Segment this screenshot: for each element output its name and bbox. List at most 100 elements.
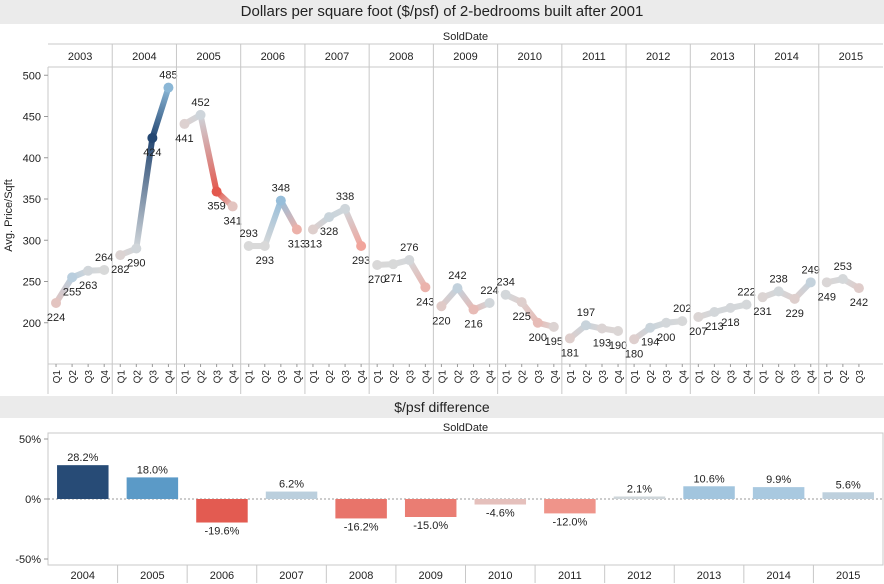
bar-category-label: 2012	[627, 570, 651, 582]
quarter-label: Q1	[373, 370, 384, 384]
data-label: 271	[384, 273, 402, 285]
quarter-label: Q2	[775, 370, 786, 384]
quarter-label: Q1	[245, 370, 256, 384]
bottom-y-tick-label: 0%	[25, 494, 41, 506]
quarter-label: Q4	[100, 370, 111, 384]
data-point	[307, 224, 318, 235]
bar-category-label: 2007	[279, 570, 303, 582]
data-label: 200	[529, 332, 547, 344]
top-y-tick-label: 350	[23, 194, 41, 206]
top-panel-year-label: 2010	[517, 51, 541, 63]
quarter-label: Q2	[518, 370, 529, 384]
quarter-label: Q4	[550, 370, 561, 384]
line-segment	[277, 197, 300, 233]
data-point	[372, 260, 383, 270]
quarter-label: Q3	[470, 370, 481, 384]
data-point	[709, 307, 720, 318]
data-label: 207	[689, 326, 707, 338]
data-point	[484, 297, 495, 308]
quarter-label: Q1	[630, 370, 641, 384]
bar-category-label: 2014	[766, 570, 790, 582]
data-label: 242	[448, 270, 466, 282]
data-point	[388, 259, 399, 270]
data-label: 359	[207, 201, 225, 213]
bar-value-label: 28.2%	[67, 452, 98, 464]
data-label: 338	[336, 191, 354, 203]
data-point	[821, 277, 832, 288]
data-label: 195	[545, 336, 563, 348]
data-point	[259, 241, 270, 252]
line-segment	[133, 134, 156, 252]
data-point	[436, 301, 447, 312]
top-panel-year-label: 2008	[389, 51, 413, 63]
data-point	[99, 264, 110, 275]
data-point	[452, 283, 463, 294]
data-label: 238	[769, 273, 787, 285]
bar-value-label: -16.2%	[344, 521, 379, 533]
data-point	[324, 212, 335, 223]
bar-category-label: 2010	[488, 570, 512, 582]
bar	[126, 477, 179, 499]
bar-value-label: 9.9%	[766, 474, 791, 486]
bottom-column-header: SoldDate	[443, 422, 488, 434]
data-label: 276	[400, 242, 418, 254]
quarter-label: Q4	[229, 370, 240, 384]
data-label: 263	[79, 280, 97, 292]
data-label: 328	[320, 226, 338, 238]
bar-value-label: 10.6%	[693, 473, 724, 485]
bar-value-label: -19.6%	[205, 526, 240, 538]
quarter-label: Q1	[52, 370, 63, 384]
line-segment	[342, 205, 365, 250]
data-point	[773, 286, 784, 297]
quarter-label: Q1	[566, 370, 577, 384]
data-point	[67, 272, 78, 283]
bar	[57, 465, 109, 499]
data-point	[115, 250, 126, 261]
data-point	[195, 109, 206, 120]
data-label: 224	[480, 285, 498, 297]
top-panel-year-label: 2003	[68, 51, 92, 63]
quarter-label: Q1	[437, 370, 448, 384]
data-point	[661, 317, 672, 328]
quarter-label: Q2	[132, 370, 143, 384]
data-point	[275, 195, 286, 206]
top-y-tick-label: 250	[23, 277, 41, 289]
data-point	[83, 265, 94, 276]
data-label: 282	[111, 264, 129, 276]
data-label: 424	[143, 147, 161, 159]
data-label: 216	[464, 319, 482, 331]
quarter-label: Q3	[534, 370, 545, 384]
data-label: 270	[368, 274, 386, 286]
quarter-label: Q3	[662, 370, 673, 384]
top-panel-year-label: 2011	[582, 51, 606, 63]
data-label: 180	[625, 348, 643, 360]
bar-category-label: 2015	[836, 570, 860, 582]
quarter-label: Q2	[325, 370, 336, 384]
data-label: 224	[47, 312, 65, 324]
data-label: 213	[705, 321, 723, 333]
data-label: 313	[304, 239, 322, 251]
quarter-label: Q2	[582, 370, 593, 384]
data-label: 264	[95, 252, 113, 264]
top-y-tick-label: 400	[23, 153, 41, 165]
quarter-label: Q4	[807, 370, 818, 384]
quarter-label: Q2	[68, 370, 79, 384]
quarter-label: Q4	[743, 370, 754, 384]
line-segment	[53, 274, 76, 306]
top-panel-year-label: 2013	[710, 51, 734, 63]
top-panel-year-label: 2012	[646, 51, 670, 63]
data-label: 225	[513, 311, 531, 323]
top-panel-year-label: 2006	[261, 51, 285, 63]
bar-category-label: 2006	[210, 570, 234, 582]
quarter-label: Q3	[726, 370, 737, 384]
bar-category-label: 2011	[558, 570, 582, 582]
data-point	[677, 316, 688, 327]
bottom-chart-title-band: $/psf difference	[0, 396, 884, 418]
data-label: 348	[272, 183, 290, 195]
data-label: 242	[850, 297, 868, 309]
bar-value-label: -15.0%	[413, 520, 448, 532]
quarter-label: Q2	[646, 370, 657, 384]
bar-value-label: -4.6%	[486, 508, 515, 520]
bar-value-label: 6.2%	[279, 479, 304, 491]
data-point	[500, 289, 511, 300]
